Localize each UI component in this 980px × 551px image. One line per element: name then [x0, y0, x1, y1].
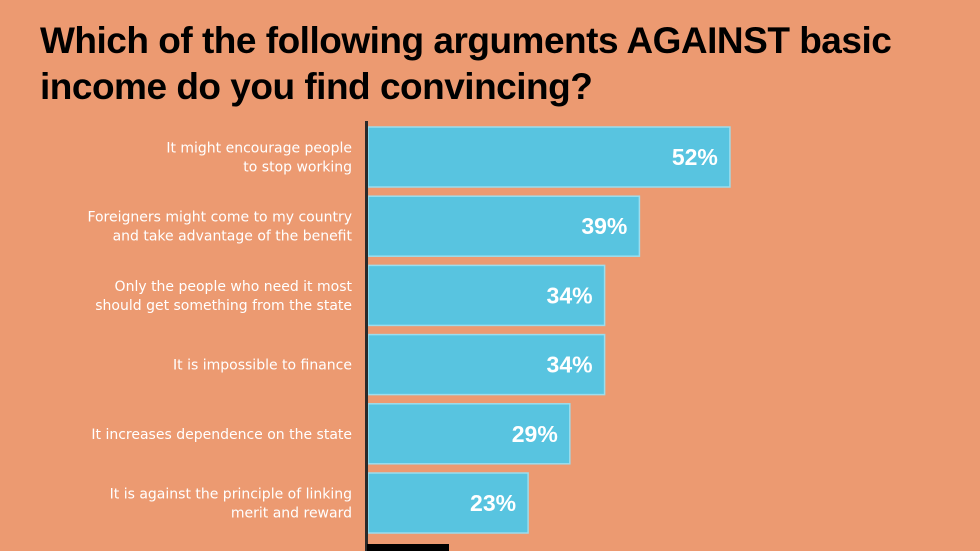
- category-label-2-line-1: Foreigners might come to my country: [87, 210, 352, 226]
- value-label-3: 34%: [547, 282, 593, 308]
- bar-1: [367, 126, 731, 188]
- category-label-1-line-2: to stop working: [243, 160, 352, 176]
- category-label-3-line-1: Only the people who need it most: [115, 279, 353, 295]
- bars-layer: 52% It might encourage people to stop work…: [87, 126, 731, 534]
- bar-6: [367, 472, 529, 534]
- category-label-5-line-1: It increases dependence on the state: [91, 427, 352, 443]
- bottom-bar-stub: [367, 544, 449, 551]
- category-label-6-line-1: It is against the principle of linking: [110, 487, 352, 503]
- category-label-2-line-2: and take advantage of the benefit: [113, 229, 353, 245]
- value-label-4: 34%: [547, 352, 593, 378]
- category-label-3-line-2: should get something from the state: [95, 298, 352, 314]
- value-label-1: 52%: [672, 144, 718, 170]
- bar-3: [367, 264, 606, 327]
- category-label-1-line-1: It might encourage people: [166, 141, 352, 157]
- value-label-5: 29%: [512, 421, 558, 447]
- category-label-4-line-1: It is impossible to finance: [173, 358, 352, 374]
- bar-4: [367, 333, 606, 396]
- chart-title: Which of the following arguments AGAINST…: [40, 20, 892, 107]
- value-label-2: 39%: [581, 213, 627, 239]
- value-label-6: 23%: [470, 490, 516, 516]
- bar-5: [367, 403, 571, 465]
- category-label-6-line-2: merit and reward: [231, 506, 352, 522]
